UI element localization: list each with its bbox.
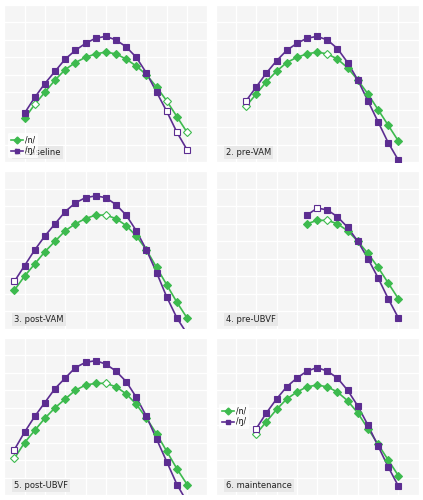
Legend: /n/, /ŋ/: /n/, /ŋ/ bbox=[220, 404, 250, 429]
Text: 6. maintenance: 6. maintenance bbox=[226, 482, 291, 490]
Legend: /n/, /ŋ/: /n/, /ŋ/ bbox=[8, 132, 38, 158]
Text: 5. post-UBVF: 5. post-UBVF bbox=[14, 482, 69, 490]
Text: 3. post-VAM: 3. post-VAM bbox=[14, 315, 64, 324]
Text: 2. pre-VAM: 2. pre-VAM bbox=[226, 148, 271, 158]
Text: 1. Baseline: 1. Baseline bbox=[14, 148, 61, 158]
Text: 4. pre-UBVF: 4. pre-UBVF bbox=[226, 315, 276, 324]
